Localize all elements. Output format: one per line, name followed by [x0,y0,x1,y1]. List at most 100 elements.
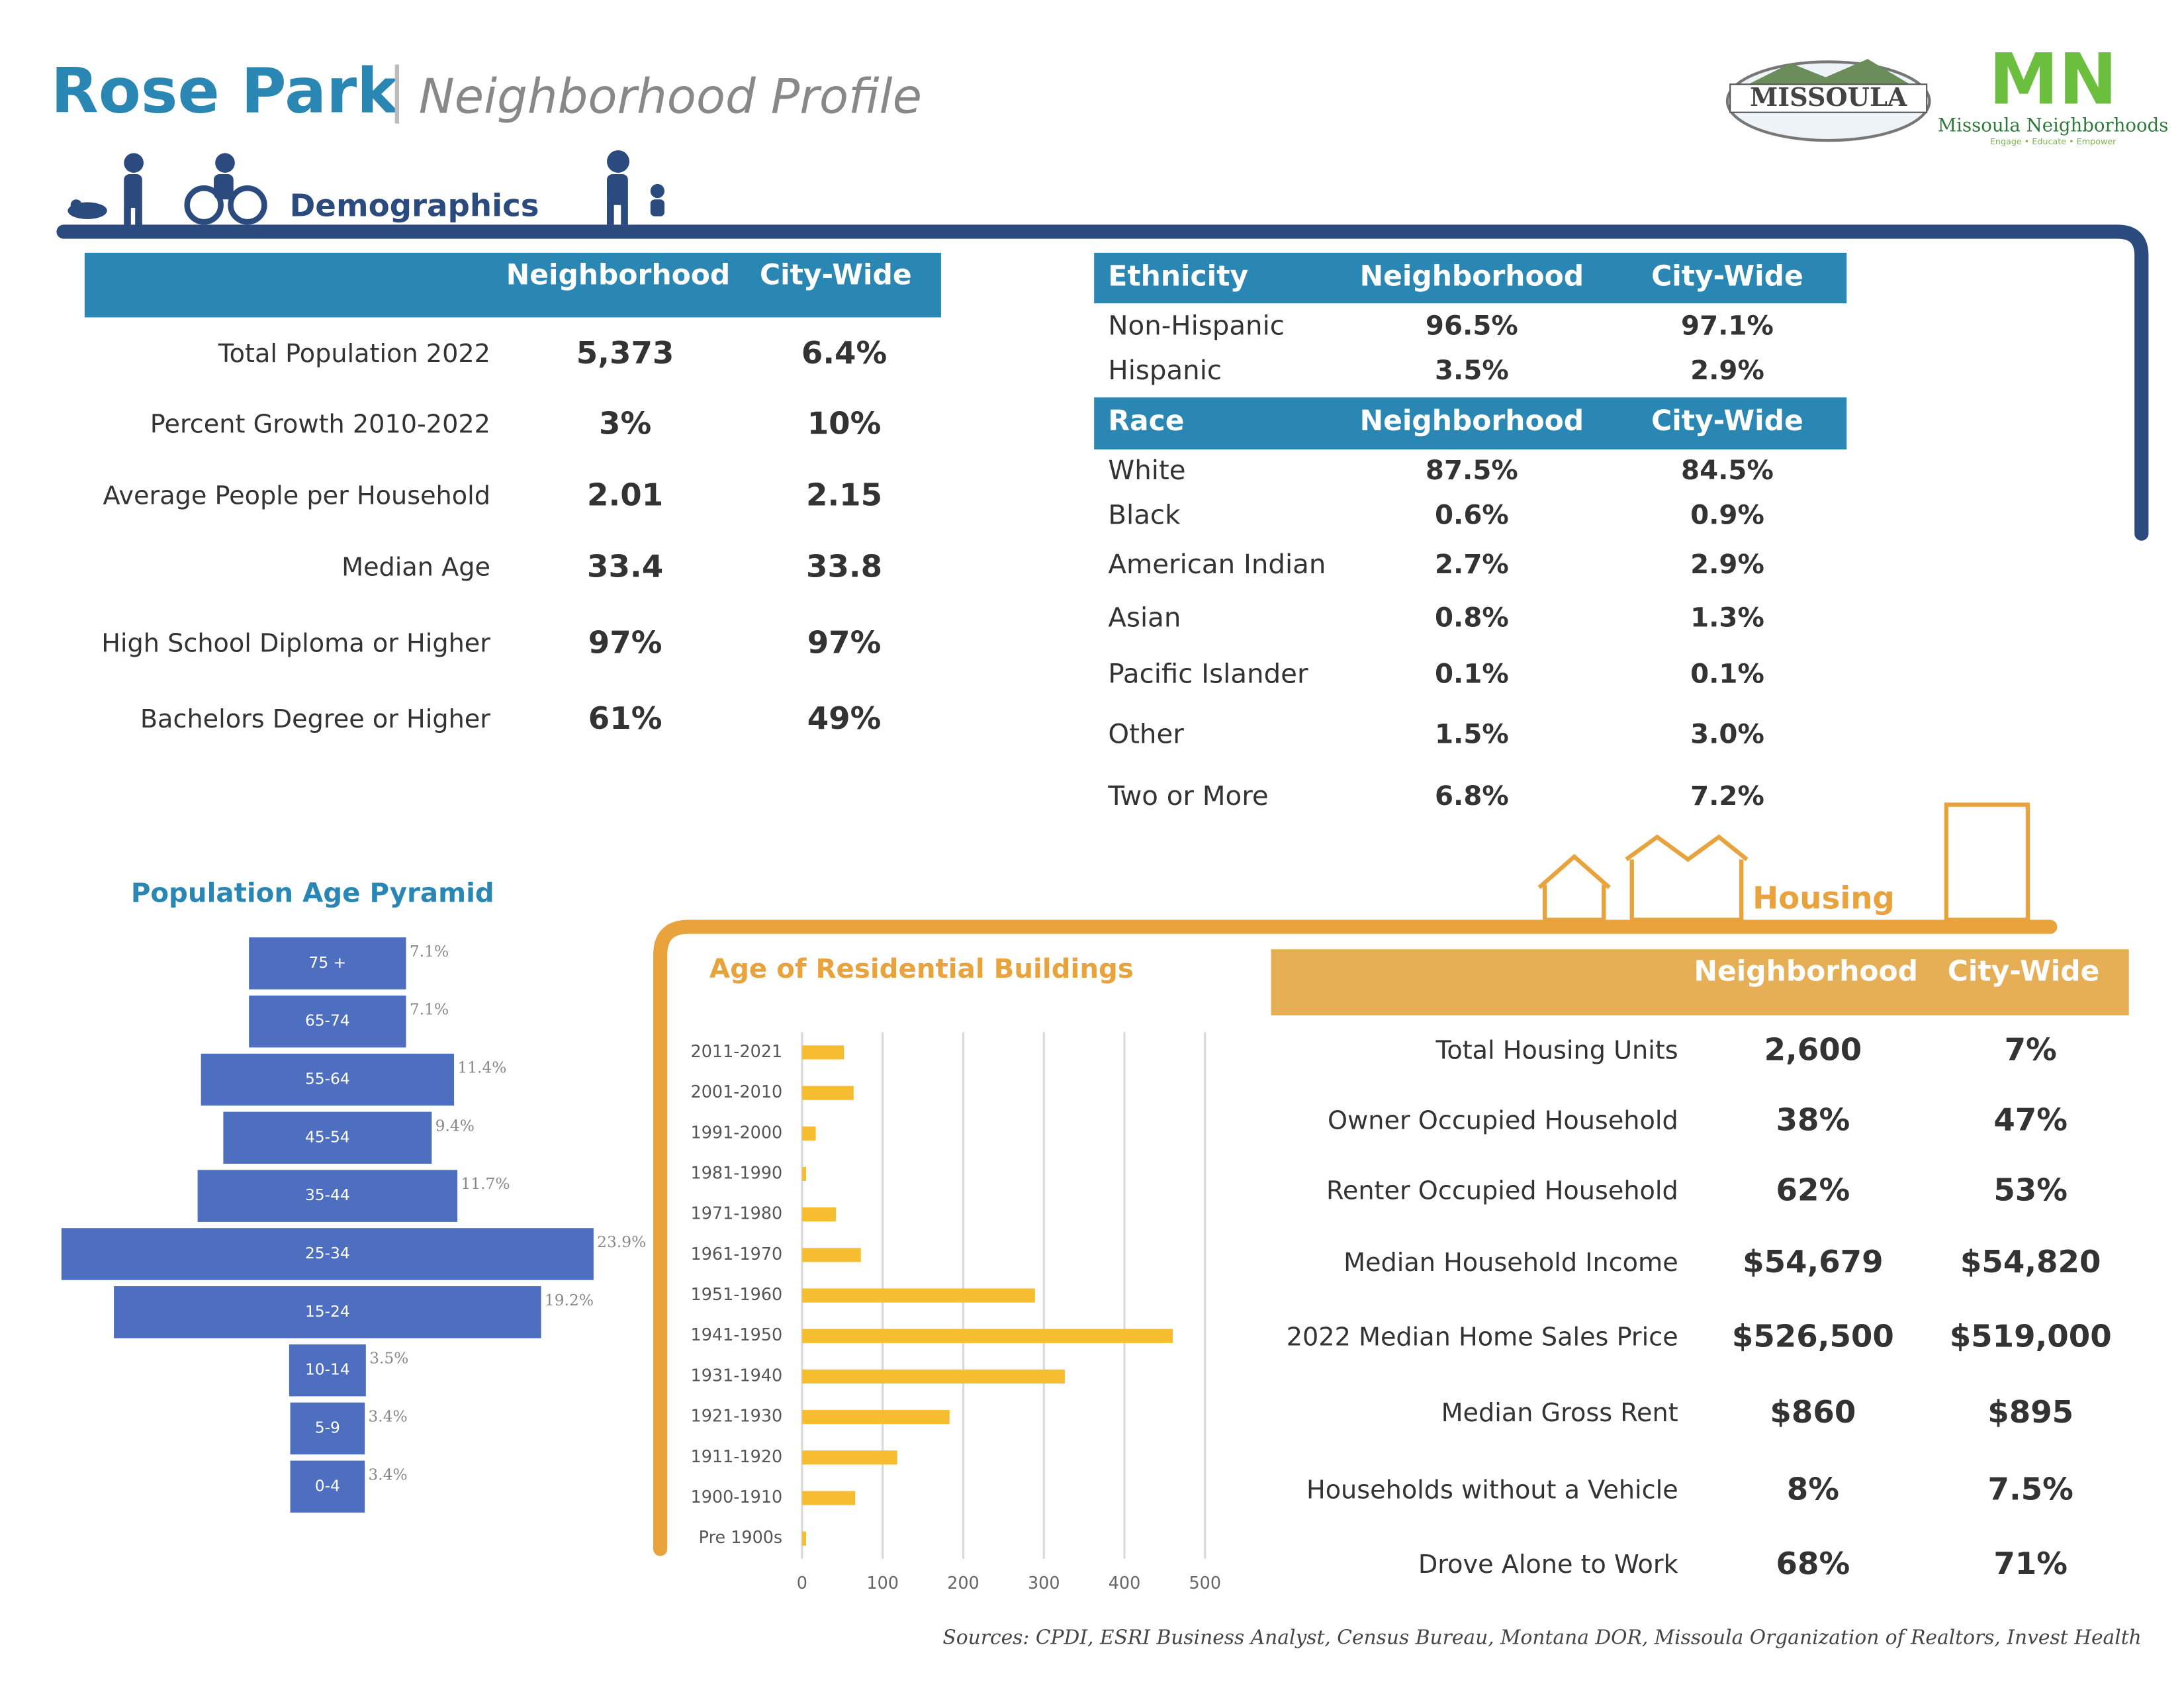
row-label: White [1108,455,1185,486]
row-label: Asian [1108,602,1181,633]
row-label: Median Gross Rent [1441,1399,1678,1428]
bar [801,1207,837,1222]
row-label: Total Housing Units [1435,1036,1678,1065]
cell: 97% [807,625,882,661]
cell: 5,373 [576,336,674,371]
cell: 53% [1993,1173,2068,1209]
section-rule [653,919,2058,1556]
y-tick-label: 1900-1910 [691,1487,783,1507]
column-header: Neighborhood [1694,956,1918,988]
row-label: Bachelors Degree or Higher [140,705,490,734]
cell: 97% [588,625,662,661]
value-label: 11.4% [457,1058,506,1077]
logo-banner [1729,83,1928,113]
cell: 6.8% [1435,780,1509,812]
value-label: 11.7% [461,1174,510,1193]
y-tick-label: 1921-1930 [691,1407,783,1427]
value-label: 3.4% [368,1465,407,1483]
cell: 61% [588,701,662,737]
cell: $860 [1770,1395,1856,1430]
cell: 38% [1776,1103,1850,1139]
category-label: 5-9 [315,1418,340,1436]
cell: 68% [1776,1546,1850,1582]
cell: 0.1% [1690,658,1764,689]
cell: 2.9% [1690,549,1764,580]
cell: 0.8% [1435,602,1509,633]
row-label: Median Household Income [1343,1248,1678,1278]
sources: Sources: CPDI, ESRI Business Analyst, Ce… [942,1626,2141,1650]
bar [112,1284,543,1340]
cell: 2.01 [587,477,663,513]
bar [801,1369,1065,1384]
bar [801,1531,807,1546]
cell: 62% [1776,1173,1850,1209]
logo-tagline: Engage • Educate • Empower [1990,136,2116,146]
column-header: Ethnicity [1108,261,1248,293]
cell: 2.15 [806,477,882,513]
x-tick-label: 300 [1028,1573,1060,1593]
x-tick-label: 100 [866,1573,899,1593]
cell: 3.5% [1435,355,1509,386]
value-label: 3.5% [369,1349,408,1368]
title: Rose Park [51,56,399,128]
cell: $526,500 [1732,1319,1894,1354]
category-label: 75 + [309,953,347,972]
cell: 49% [807,701,882,737]
bar [196,1168,459,1224]
value-label: 7.1% [410,1000,449,1019]
bar [289,1401,367,1456]
category-label: 10-14 [305,1360,350,1379]
row-label: Median Age [341,553,490,583]
cell: 1.3% [1690,602,1764,633]
row-label: American Indian [1108,549,1326,580]
cell: 7.5% [1987,1472,2073,1507]
column-header: City-Wide [1651,261,1803,293]
category-label: 0-4 [315,1476,340,1495]
y-tick-label: 1941-1950 [691,1325,783,1345]
row-label: Hispanic [1108,355,1222,386]
table-header [1094,397,1847,449]
cell: 96.5% [1426,310,1518,341]
column-header: City-Wide [1651,405,1803,438]
bar [801,1045,844,1060]
category-label: 55-64 [305,1069,350,1088]
category-label: 35-44 [305,1186,350,1204]
row-label: Households without a Vehicle [1306,1476,1678,1505]
y-tick-label: 1931-1940 [691,1366,783,1385]
row-label: Pacific Islander [1108,658,1308,689]
cell: 0.1% [1435,658,1509,689]
category-label: 65-74 [305,1011,350,1030]
category-label: 45-54 [305,1127,350,1146]
column-header: City-Wide [1948,956,2100,988]
y-tick-label: 1951-1960 [691,1285,783,1305]
bar [248,935,408,991]
bar [287,1342,367,1398]
x-tick-label: 500 [1189,1573,1221,1593]
cell: 71% [1993,1546,2068,1582]
logo-mountains [1748,59,1910,85]
cell: 3.0% [1690,719,1764,750]
bar [801,1491,856,1505]
column-header: City-Wide [760,259,912,291]
bar [199,1052,456,1107]
bar [801,1248,861,1262]
chart-title: Age of Residential Buildings [709,953,1134,984]
cell: 47% [1993,1103,2068,1139]
cell: $54,820 [1960,1244,2101,1280]
cell: 2,600 [1764,1032,1862,1068]
column-header: Neighborhood [506,259,731,291]
cell: 33.4 [587,549,663,585]
cell: $54,679 [1743,1244,1884,1280]
x-tick-label: 400 [1109,1573,1141,1593]
bar [222,1110,433,1166]
value-label: 7.1% [410,942,449,961]
row-label: Other [1108,719,1184,750]
cell: 2.7% [1435,549,1509,580]
value-label: 3.4% [368,1407,407,1425]
column-header: Race [1108,405,1184,438]
y-tick-label: 1991-2000 [691,1123,783,1143]
cell: 8% [1787,1472,1839,1507]
cell: 87.5% [1426,455,1518,486]
